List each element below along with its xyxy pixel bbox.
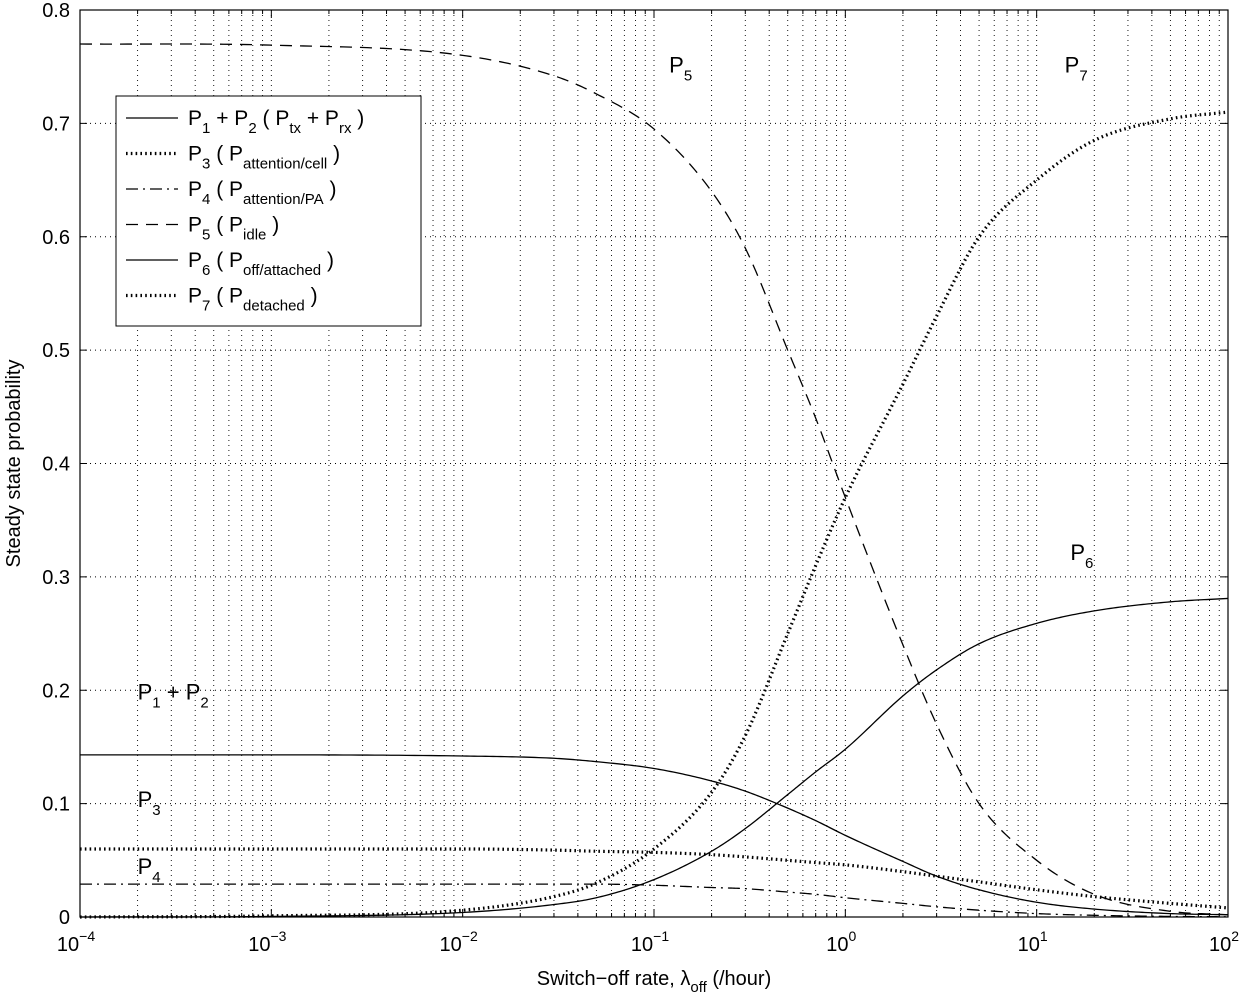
annotation-p6: P6 — [1070, 540, 1093, 572]
series-line-p7 — [79, 110, 1229, 919]
annotation-p7: P7 — [1065, 52, 1088, 84]
series-line-p12 — [80, 754, 1229, 916]
x-tick-label: 100 — [826, 928, 856, 956]
series-line-p5 — [79, 43, 1229, 916]
x-tick-label: 10−1 — [631, 928, 669, 956]
x-tick-label: 102 — [1209, 928, 1239, 956]
x-tick-label: 10−3 — [248, 928, 286, 956]
y-axis-label: Steady state probability — [3, 360, 25, 568]
annotation-p3: P3 — [138, 787, 161, 819]
y-tick-label: 0.3 — [42, 567, 70, 589]
series-line-p4 — [80, 883, 1229, 918]
y-tick-label: 0 — [59, 907, 70, 929]
legend-box — [115, 95, 422, 327]
x-tick-label: 101 — [1018, 928, 1048, 956]
series-line-p3 — [80, 847, 1229, 910]
x-axis-label: Switch−off rate, λoff (/hour) — [537, 968, 771, 996]
y-tick-label: 0.4 — [42, 454, 70, 476]
annotation-p12: P1 + P2 — [138, 679, 209, 711]
x-tick-label: 10−4 — [57, 928, 95, 956]
legend-label: P1 + P2 ( Ptx + Prx ) — [188, 107, 364, 137]
annotation-p4: P4 — [138, 854, 161, 886]
y-tick-label: 0.2 — [42, 680, 70, 702]
y-tick-label: 0.8 — [42, 0, 70, 22]
x-tick-label: 10−2 — [440, 928, 478, 956]
y-tick-label: 0.1 — [42, 794, 70, 816]
series-layer — [79, 43, 1229, 919]
grid — [80, 10, 1228, 917]
series-annotations: P5 P7 P6 P1 + P2 P3 P4 — [138, 52, 1094, 886]
legend: P1 + P2 ( Ptx + Prx )P3 ( Pattention/cel… — [115, 95, 422, 327]
series-line-p6 — [79, 597, 1229, 918]
y-tick-label: 0.6 — [42, 227, 70, 249]
annotation-p5: P5 — [669, 52, 692, 84]
y-tick-label: 0.5 — [42, 340, 70, 362]
y-tick-label: 0.7 — [42, 113, 70, 135]
